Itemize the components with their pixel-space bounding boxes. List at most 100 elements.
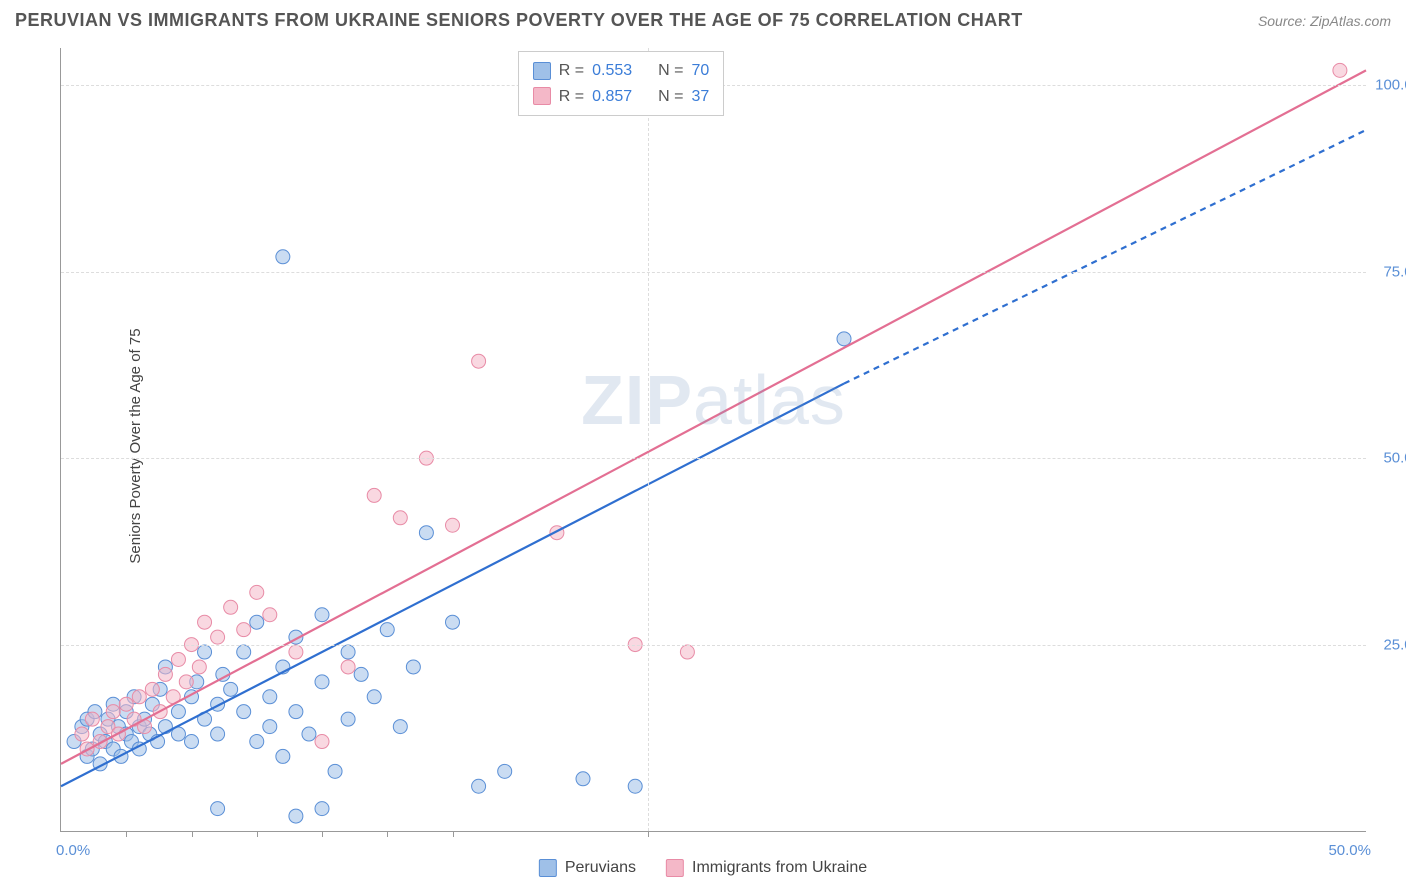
- legend-series-item: Immigrants from Ukraine: [666, 859, 867, 877]
- data-point: [237, 623, 251, 637]
- legend-n-label: N =: [658, 58, 683, 84]
- data-point: [498, 764, 512, 778]
- data-point: [628, 779, 642, 793]
- data-point: [289, 705, 303, 719]
- data-point: [341, 645, 355, 659]
- x-tick-min: 0.0%: [56, 842, 90, 859]
- legend-r-value: 0.553: [592, 58, 632, 84]
- x-tick-mark: [648, 831, 649, 837]
- data-point: [185, 735, 199, 749]
- data-point: [179, 675, 193, 689]
- data-point: [315, 608, 329, 622]
- data-point: [446, 518, 460, 532]
- legend-r-label: R =: [559, 58, 584, 84]
- legend-swatch: [533, 87, 551, 105]
- data-point: [106, 705, 120, 719]
- data-point: [576, 772, 590, 786]
- chart-source: Source: ZipAtlas.com: [1258, 13, 1391, 29]
- data-point: [289, 645, 303, 659]
- data-point: [198, 615, 212, 629]
- legend-n-value: 37: [691, 84, 709, 110]
- x-tick-mark: [322, 831, 323, 837]
- data-point: [158, 667, 172, 681]
- legend-r-value: 0.857: [592, 84, 632, 110]
- data-point: [302, 727, 316, 741]
- trend-line: [61, 384, 844, 787]
- data-point: [380, 623, 394, 637]
- data-point: [315, 802, 329, 816]
- legend-n-value: 70: [691, 58, 709, 84]
- data-point: [192, 660, 206, 674]
- data-point: [198, 645, 212, 659]
- legend-series-label: Peruvians: [565, 859, 636, 877]
- legend-n-label: N =: [658, 84, 683, 110]
- chart-title: PERUVIAN VS IMMIGRANTS FROM UKRAINE SENI…: [15, 10, 1023, 31]
- data-point: [341, 712, 355, 726]
- series-legend: Peruvians Immigrants from Ukraine: [539, 859, 867, 877]
- data-point: [211, 727, 225, 741]
- x-tick-mark: [192, 831, 193, 837]
- x-tick-mark: [387, 831, 388, 837]
- legend-series-label: Immigrants from Ukraine: [692, 859, 867, 877]
- data-point: [289, 809, 303, 823]
- gridline-horizontal: [61, 272, 1366, 273]
- data-point: [1333, 63, 1347, 77]
- x-tick-mark: [126, 831, 127, 837]
- legend-correlation-row: R = 0.857 N = 37: [533, 84, 710, 110]
- data-point: [446, 615, 460, 629]
- data-point: [393, 720, 407, 734]
- x-tick-max: 50.0%: [1328, 842, 1371, 859]
- data-point: [211, 630, 225, 644]
- data-point: [250, 735, 264, 749]
- data-point: [472, 354, 486, 368]
- data-point: [119, 697, 133, 711]
- data-point: [393, 511, 407, 525]
- legend-r-label: R =: [559, 84, 584, 110]
- data-point: [250, 585, 264, 599]
- data-point: [837, 332, 851, 346]
- data-point: [276, 250, 290, 264]
- data-point: [263, 690, 277, 704]
- data-point: [276, 749, 290, 763]
- gridline-horizontal: [61, 645, 1366, 646]
- data-point: [419, 526, 433, 540]
- y-tick-label: 50.0%: [1383, 450, 1406, 467]
- scatter-svg: [61, 48, 1366, 831]
- data-point: [367, 488, 381, 502]
- data-point: [472, 779, 486, 793]
- data-point: [171, 652, 185, 666]
- chart-header: PERUVIAN VS IMMIGRANTS FROM UKRAINE SENI…: [15, 10, 1391, 31]
- data-point: [680, 645, 694, 659]
- data-point: [315, 735, 329, 749]
- data-point: [367, 690, 381, 704]
- data-point: [406, 660, 420, 674]
- data-point: [224, 682, 238, 696]
- data-point: [341, 660, 355, 674]
- trend-line: [61, 70, 1366, 764]
- legend-series-item: Peruvians: [539, 859, 636, 877]
- legend-swatch: [533, 62, 551, 80]
- gridline-horizontal: [61, 458, 1366, 459]
- data-point: [237, 705, 251, 719]
- gridline-vertical: [648, 48, 649, 831]
- data-point: [263, 720, 277, 734]
- y-tick-label: 100.0%: [1375, 77, 1406, 94]
- y-tick-label: 25.0%: [1383, 636, 1406, 653]
- data-point: [237, 645, 251, 659]
- y-tick-label: 75.0%: [1383, 263, 1406, 280]
- data-point: [315, 675, 329, 689]
- data-point: [211, 802, 225, 816]
- data-point: [132, 690, 146, 704]
- trend-line: [844, 130, 1366, 384]
- data-point: [171, 705, 185, 719]
- legend-swatch: [539, 859, 557, 877]
- legend-correlation-row: R = 0.553 N = 70: [533, 58, 710, 84]
- legend-swatch: [666, 859, 684, 877]
- x-tick-mark: [453, 831, 454, 837]
- x-tick-mark: [257, 831, 258, 837]
- correlation-legend: R = 0.553 N = 70 R = 0.857 N = 37: [518, 51, 725, 116]
- data-point: [85, 712, 99, 726]
- data-point: [263, 608, 277, 622]
- data-point: [224, 600, 238, 614]
- data-point: [145, 682, 159, 696]
